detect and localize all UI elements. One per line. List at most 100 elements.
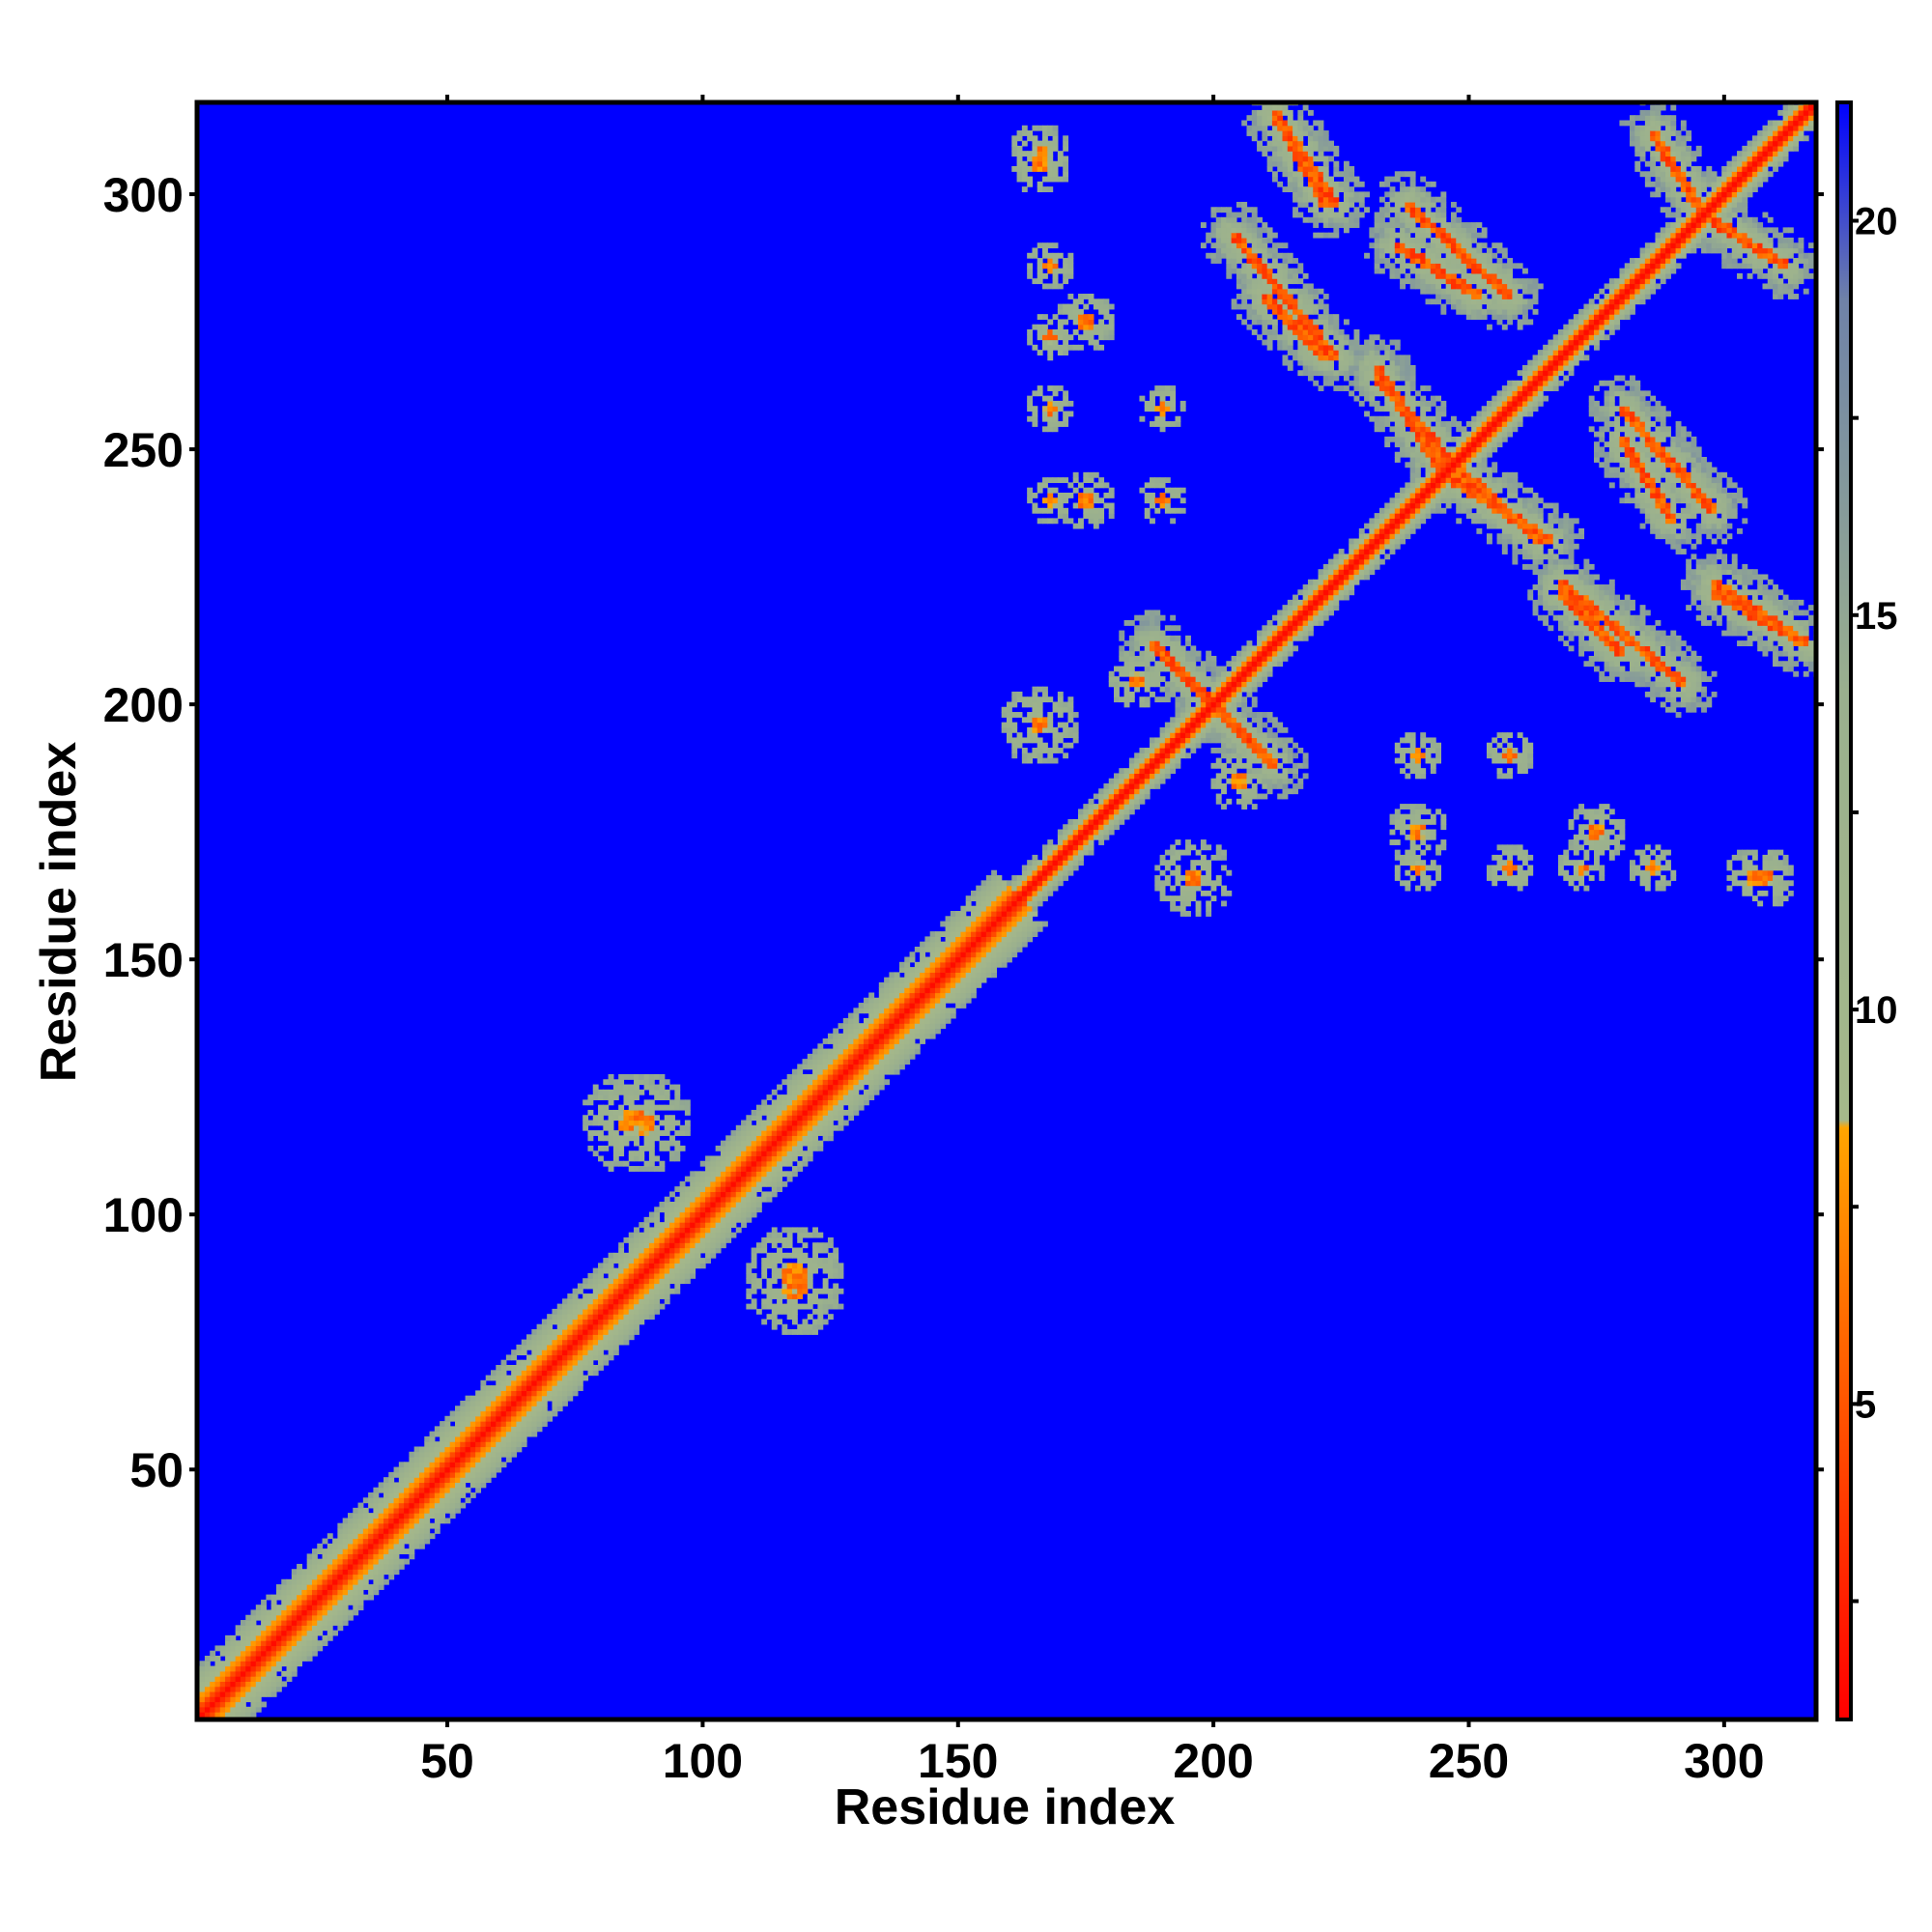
heatmap-cell [469,1471,476,1478]
heatmap-cell [521,1390,527,1397]
heatmap-cell [833,1109,839,1116]
heatmap-cell [444,1477,451,1484]
heatmap-cell [255,1634,262,1641]
heatmap-cell [1057,869,1064,876]
heatmap-cell [802,1089,809,1095]
heatmap-cell [1052,242,1059,249]
heatmap-cell [1200,242,1207,249]
heatmap-cell [1027,156,1034,162]
heatmap-cell [281,1599,288,1605]
heatmap-cell [894,1017,900,1024]
heatmap-cell [920,961,926,968]
heatmap-cell [275,1650,282,1657]
heatmap-cell [940,1003,947,1009]
heatmap-cell [434,1487,440,1493]
heatmap-cell [838,1059,844,1065]
heatmap-cell [1154,507,1161,514]
heatmap-cell [991,952,998,958]
heatmap-cell [409,1533,415,1540]
heatmap-cell [1016,900,1023,907]
heatmap-cell [873,997,880,1004]
heatmap-cell [807,1272,813,1279]
heatmap-cell [362,1558,369,1565]
heatmap-cell [791,1252,798,1259]
heatmap-cell [603,1278,610,1285]
heatmap-cell [204,1655,211,1662]
heatmap-cell [863,1089,869,1095]
heatmap-cell [235,1650,242,1657]
heatmap-cell [603,1323,610,1330]
heatmap-cell [970,925,977,932]
heatmap-cell [699,1211,706,1218]
heatmap-cell [547,1370,554,1377]
heatmap-cell [255,1625,262,1632]
heatmap-cell [547,1314,554,1321]
heatmap-cell [996,946,1003,952]
heatmap-cell [485,1400,492,1406]
heatmap-cell [945,981,952,988]
heatmap-cell [643,1308,650,1315]
heatmap-cell [409,1553,415,1560]
heatmap-cell [230,1686,237,1692]
heatmap-cell [297,1584,302,1590]
heatmap-cell [612,1079,619,1086]
heatmap-cell [970,967,977,973]
heatmap-cell [281,1614,288,1621]
heatmap-cell [1021,931,1028,937]
heatmap-cell [541,1406,548,1412]
heatmap-cell [1057,875,1064,881]
heatmap-cell [807,1124,813,1131]
heatmap-cell [270,1650,277,1657]
heatmap-cell [496,1364,502,1371]
heatmap-cell [1037,717,1043,724]
heatmap-cell [858,1048,865,1055]
heatmap-cell [761,1298,768,1305]
heatmap-cell [980,916,987,923]
heatmap-cell [791,1079,798,1086]
heatmap-cell [812,1227,818,1234]
heatmap-cell [853,1084,860,1091]
heatmap-cell [980,925,987,932]
heatmap-cell [582,1319,589,1325]
heatmap-cell [914,1012,921,1019]
heatmap-cell [690,1180,696,1187]
heatmap-cell [1123,798,1130,805]
heatmap-cell [659,1272,666,1279]
heatmap-cell [674,1140,681,1147]
heatmap-cell [1007,701,1012,708]
heatmap-cell [659,1202,666,1208]
heatmap-cell [297,1594,302,1601]
heatmap-cell [567,1323,574,1330]
heatmap-cell [751,1272,757,1279]
heatmap-cell [684,1104,691,1111]
heatmap-cell [301,1650,308,1657]
heatmap-cell [235,1690,242,1697]
heatmap-cell [491,1375,497,1381]
heatmap-cell [904,1038,911,1044]
heatmap-cell [1037,507,1043,514]
heatmap-cell [337,1538,344,1545]
heatmap-cell [250,1645,257,1652]
heatmap-cell [710,1227,717,1234]
heatmap-cell [562,1303,568,1310]
heatmap-cell [934,1017,941,1024]
heatmap-cell [572,1319,579,1325]
heatmap-cell [531,1390,538,1397]
heatmap-cell [628,1109,635,1116]
heatmap-cell [587,1109,594,1116]
heatmap-cell [858,1068,865,1075]
heatmap-cell [281,1625,288,1632]
heatmap-cell [848,1109,854,1116]
heatmap-cell [725,1140,732,1147]
heatmap-cell [777,1135,782,1142]
heatmap-cell [771,1319,778,1325]
heatmap-cell [898,1053,905,1060]
heatmap-cell [1021,941,1028,948]
heatmap-cell [511,1395,518,1402]
heatmap-cell [664,1242,670,1249]
heatmap-cell [634,1278,639,1285]
heatmap-cell [1063,278,1069,285]
heatmap-cell [654,1216,661,1223]
heatmap-cell [1190,890,1197,896]
heatmap-cell [1139,676,1146,682]
